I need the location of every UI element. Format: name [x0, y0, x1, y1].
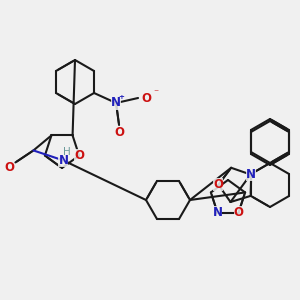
Text: O: O	[141, 92, 151, 104]
Text: ⁻: ⁻	[154, 88, 159, 98]
Text: O: O	[213, 178, 224, 191]
Text: N: N	[212, 206, 222, 219]
Text: O: O	[114, 127, 124, 140]
Text: O: O	[4, 161, 14, 174]
Text: N: N	[58, 154, 68, 167]
Text: N: N	[111, 97, 121, 110]
Text: +: +	[118, 94, 124, 100]
Text: O: O	[74, 149, 84, 162]
Text: O: O	[234, 206, 244, 219]
Text: H: H	[62, 147, 70, 158]
Text: N: N	[246, 168, 256, 181]
